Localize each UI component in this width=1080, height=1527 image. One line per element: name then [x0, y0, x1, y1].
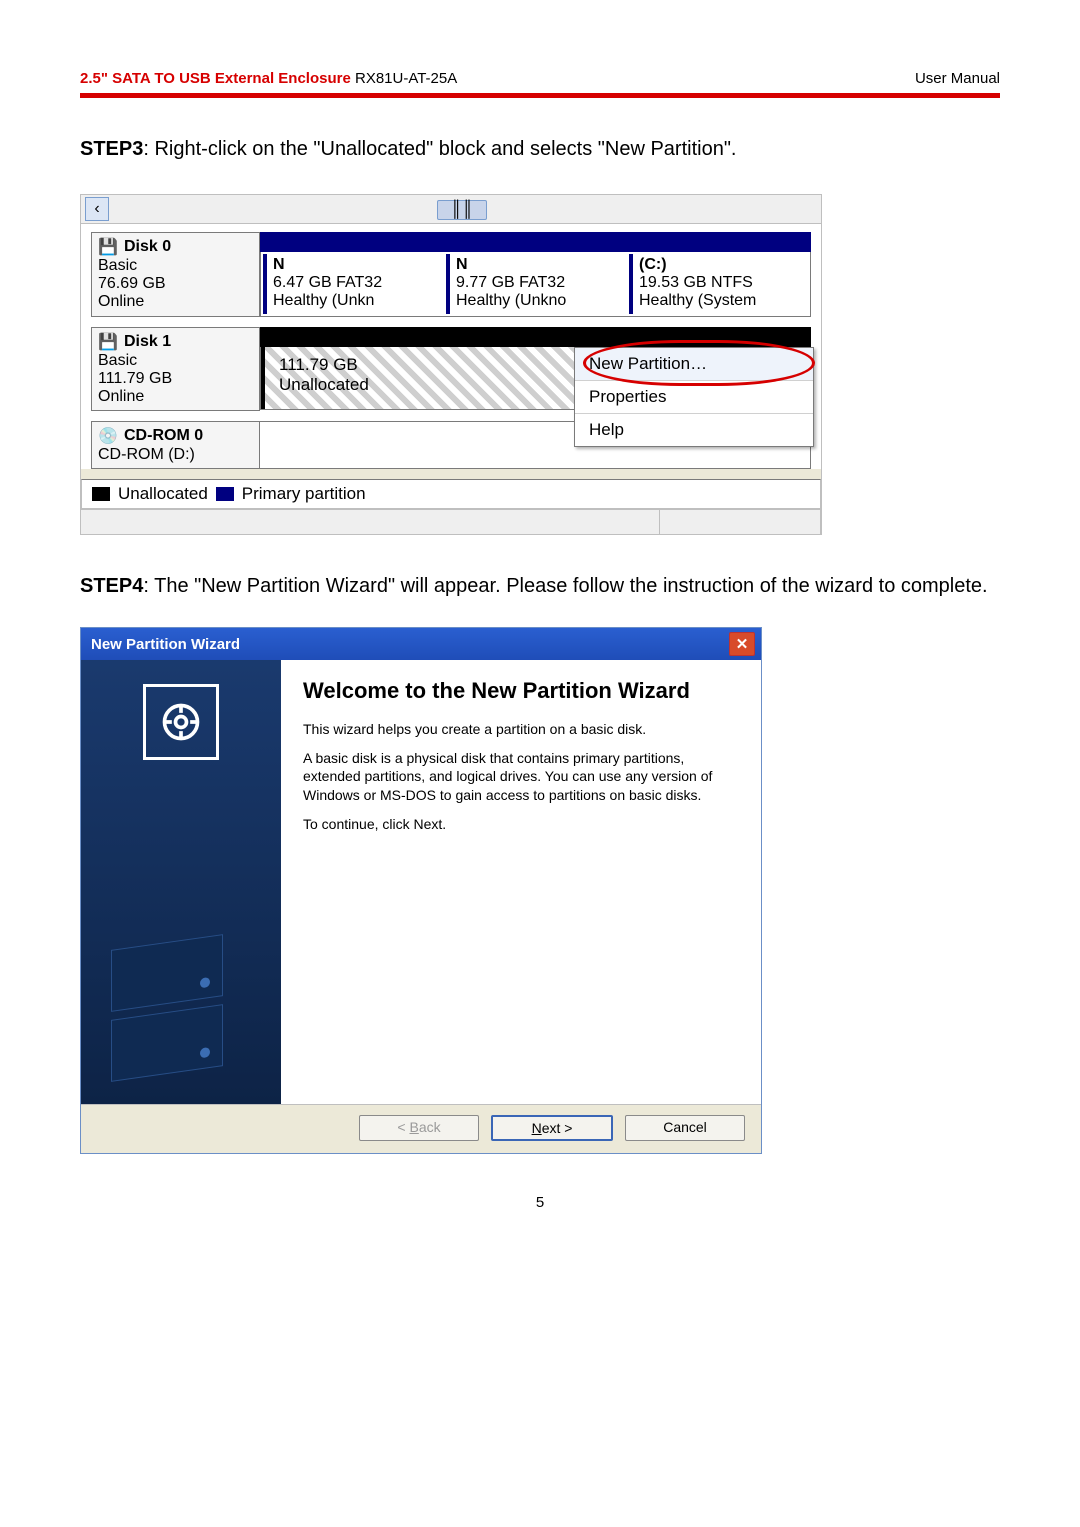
new-partition-wizard: New Partition Wizard ✕ Welcome to	[80, 627, 762, 1154]
header-left: 2.5" SATA TO USB External Enclosure RX81…	[80, 70, 457, 87]
volume-n1[interactable]: N 6.47 GB FAT32 Healthy (Unkn	[263, 254, 442, 314]
disk1-title: Disk 1	[124, 333, 171, 351]
volume-c[interactable]: (C:) 19.53 GB NTFS Healthy (System	[629, 254, 808, 314]
vol-name: N	[273, 256, 438, 274]
scroll-thumb[interactable]: ║║	[437, 200, 487, 220]
step4-text: STEP4: The "New Partition Wizard" will a…	[80, 571, 1000, 601]
cdrom-title: CD-ROM 0	[124, 427, 203, 445]
scroll-left-icon[interactable]: ‹	[85, 197, 109, 221]
step4-label: STEP4	[80, 575, 143, 597]
disk0-size: 76.69 GB	[98, 275, 253, 293]
cdrom-info: 💿 CD-ROM 0 CD-ROM (D:)	[91, 421, 260, 469]
step3-label: STEP3	[80, 138, 143, 160]
disk0-title: Disk 0	[124, 238, 171, 256]
back-button: < Back	[359, 1115, 479, 1141]
step4-body: : The "New Partition Wizard" will appear…	[143, 575, 987, 597]
disk-stack-icon	[111, 894, 241, 1074]
ctx-properties[interactable]: Properties	[575, 381, 813, 414]
vol-status: Healthy (System	[639, 292, 804, 310]
disk0-info: 💾 Disk 0 Basic 76.69 GB Online	[91, 232, 260, 317]
disk0-header-bar	[260, 232, 811, 252]
vol-name: (C:)	[639, 256, 804, 274]
legend-primary-swatch	[216, 487, 234, 501]
wizard-p3: To continue, click Next.	[303, 815, 739, 834]
close-button[interactable]: ✕	[729, 632, 755, 656]
vol-status: Healthy (Unkn	[273, 292, 438, 310]
disk1-status: Online	[98, 388, 253, 406]
disk0-volumes: N 6.47 GB FAT32 Healthy (Unkn N 9.77 GB …	[260, 252, 811, 317]
wizard-content: Welcome to the New Partition Wizard This…	[281, 660, 761, 1104]
volume-n2[interactable]: N 9.77 GB FAT32 Healthy (Unkno	[446, 254, 625, 314]
vol-status: Healthy (Unkno	[456, 292, 621, 310]
disk-glyph-icon	[143, 684, 219, 760]
wizard-titlebar: New Partition Wizard ✕	[81, 628, 761, 660]
vol-size: 19.53 GB NTFS	[639, 274, 804, 292]
status-bar	[81, 509, 821, 534]
vol-size: 9.77 GB FAT32	[456, 274, 621, 292]
wizard-p1: This wizard helps you create a partition…	[303, 720, 739, 739]
step3-body: : Right-click on the "Unallocated" block…	[143, 138, 736, 160]
dm-scrollbar[interactable]: ‹ ║║	[81, 195, 821, 224]
ctx-help[interactable]: Help	[575, 414, 813, 446]
disk0-row: 💾 Disk 0 Basic 76.69 GB Online N 6.47 GB…	[91, 232, 811, 317]
disk1-type: Basic	[98, 352, 253, 370]
scroll-track[interactable]: ║║	[113, 204, 817, 214]
vol-name: N	[456, 256, 621, 274]
step3-text: STEP3: Right-click on the "Unallocated" …	[80, 134, 1000, 164]
disk-management-window: ‹ ║║ 💾 Disk 0 Basic 76.69 GB Online	[80, 194, 822, 535]
disk1-size: 111.79 GB	[98, 370, 253, 388]
disk1-row: 💾 Disk 1 Basic 111.79 GB Online 111.79 G…	[91, 327, 811, 411]
wizard-side-graphic	[81, 660, 281, 1104]
header-title: 2.5" SATA TO USB External Enclosure	[80, 70, 351, 87]
disk1-info: 💾 Disk 1 Basic 111.79 GB Online	[91, 327, 260, 411]
header-model: RX81U-AT-25A	[351, 70, 457, 87]
page-header: 2.5" SATA TO USB External Enclosure RX81…	[80, 70, 1000, 98]
next-button[interactable]: Next >	[491, 1115, 613, 1141]
disk0-status: Online	[98, 293, 253, 311]
arrow-glyph: ‹	[94, 200, 99, 218]
page-number: 5	[80, 1194, 1000, 1211]
disk0-type: Basic	[98, 257, 253, 275]
cancel-button[interactable]: Cancel	[625, 1115, 745, 1141]
close-icon: ✕	[736, 635, 749, 653]
cdrom-icon: 💿	[98, 426, 120, 446]
cdrom-sub: CD-ROM (D:)	[98, 446, 253, 464]
wizard-p2: A basic disk is a physical disk that con…	[303, 749, 739, 806]
thumb-grip-icon: ║║	[450, 201, 473, 219]
legend-primary-label: Primary partition	[242, 484, 366, 504]
disk-icon: 💾	[98, 237, 120, 257]
context-menu: New Partition… Properties Help	[574, 347, 814, 447]
header-right: User Manual	[915, 70, 1000, 87]
vol-size: 6.47 GB FAT32	[273, 274, 438, 292]
legend-unalloc-label: Unallocated	[118, 484, 208, 504]
legend-unalloc-swatch	[92, 487, 110, 501]
wizard-footer: < Back Next > Cancel	[81, 1104, 761, 1153]
disk1-header-bar	[260, 327, 811, 347]
wizard-welcome: Welcome to the New Partition Wizard	[303, 676, 739, 706]
disk-icon: 💾	[98, 332, 120, 352]
ctx-new-partition[interactable]: New Partition…	[575, 348, 813, 381]
wizard-title: New Partition Wizard	[91, 636, 240, 653]
disk1-unallocated[interactable]: 111.79 GB Unallocated New Partition… Pro…	[260, 347, 811, 410]
legend: Unallocated Primary partition	[81, 479, 821, 509]
